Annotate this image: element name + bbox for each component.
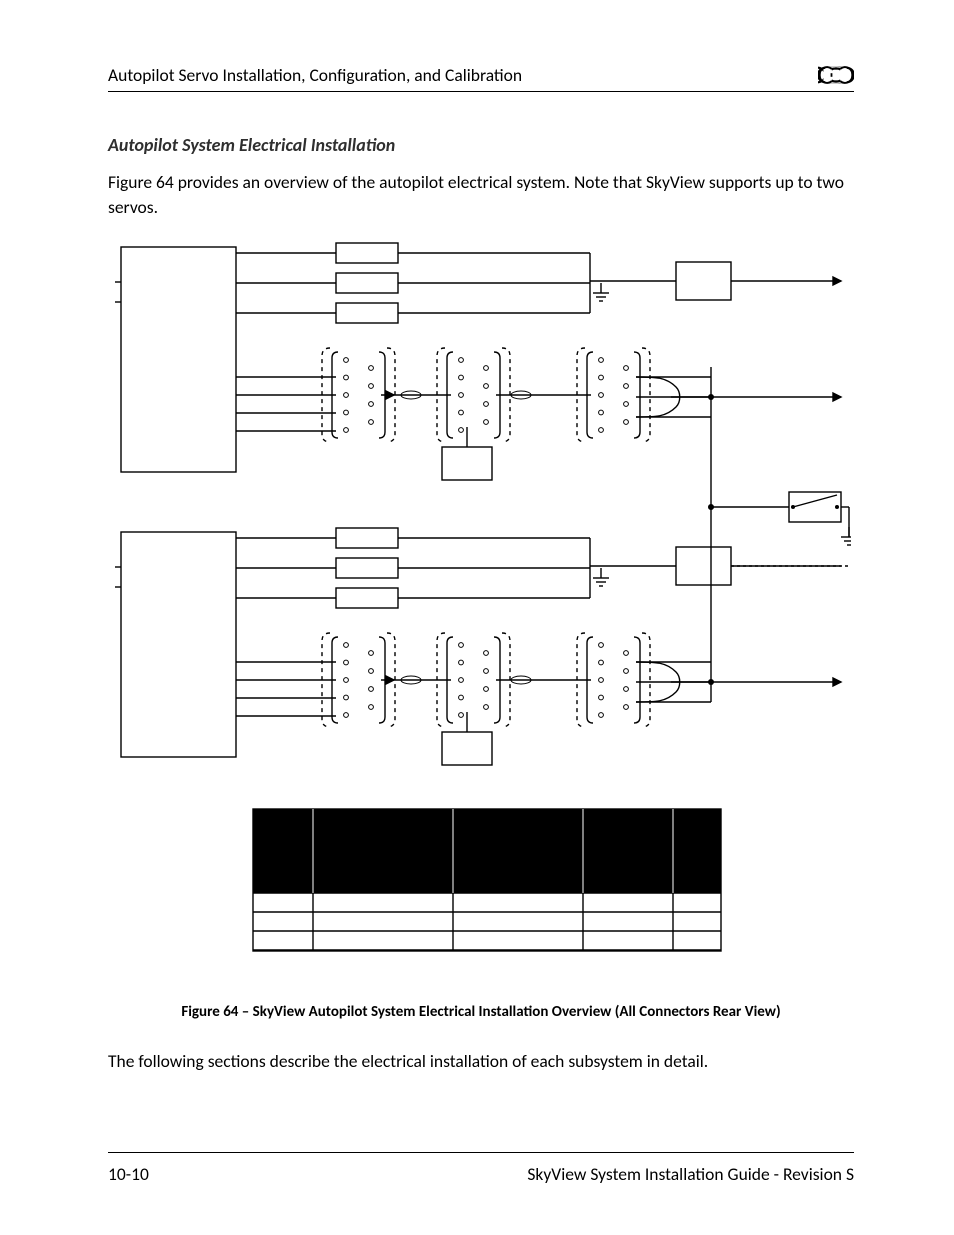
header-logo-icon (818, 66, 854, 84)
figure-caption: Figure 64 – SkyView Autopilot System Ele… (108, 1003, 854, 1021)
figure-container (108, 237, 854, 997)
running-header: Autopilot Servo Installation, Configurat… (108, 64, 854, 92)
header-title: Autopilot Servo Installation, Configurat… (108, 64, 522, 86)
intro-paragraph: Figure 64 provides an overview of the au… (108, 170, 854, 221)
outro-paragraph: The following sections describe the elec… (108, 1049, 854, 1074)
footer-page: 10-10 (108, 1163, 149, 1185)
page: Autopilot Servo Installation, Configurat… (0, 0, 954, 1235)
running-footer: 10-10 SkyView System Installation Guide … (108, 1152, 854, 1185)
footer-doc: SkyView System Installation Guide - Revi… (527, 1163, 854, 1185)
section-heading: Autopilot System Electrical Installation (108, 134, 854, 156)
wiring-diagram (111, 237, 851, 997)
